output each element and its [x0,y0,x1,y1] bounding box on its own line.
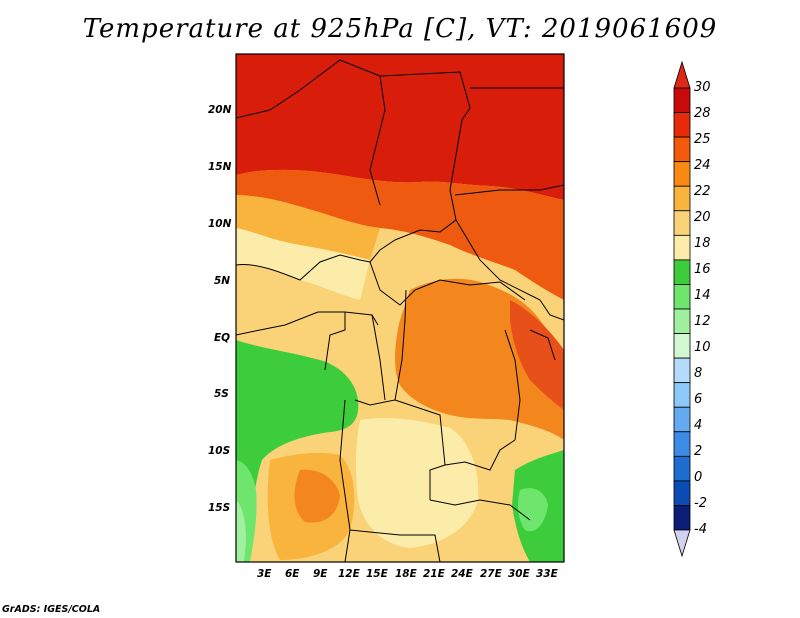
lon-label-9e: 9E [313,568,328,580]
colorbar-box [673,136,691,163]
colorbar-box [673,161,691,187]
map-frame [235,53,565,563]
colorbar-box [673,112,691,138]
colorbar-label: 6 [694,392,703,407]
colorbar-label: 25 [694,132,711,147]
colorbar-label: 4 [694,418,703,433]
colorbar-box [673,185,691,212]
colorbar-label: 8 [694,366,703,381]
lat-label-10s: 10S [208,445,231,457]
colorbar-box [673,406,691,433]
colorbar-label: 0 [694,470,703,485]
colorbar-box [673,431,691,457]
colorbar-label: 12 [694,314,711,329]
lat-label-15s: 15S [208,502,231,514]
colorbar [673,60,691,558]
colorbar-box [673,284,691,310]
colorbar-box [673,259,691,285]
temperature-field [236,54,564,562]
colorbar-label: 28 [694,106,711,121]
lon-label-12e: 12E [338,568,360,580]
colorbar-box [673,87,691,113]
colorbar-bottom-triangle [673,529,691,558]
colorbar-box [673,308,691,334]
colorbar-label: 10 [694,340,711,355]
colorbar-label: -4 [694,522,707,537]
colorbar-box [673,382,691,408]
colorbar-label: 14 [694,288,711,303]
colorbar-box [673,505,691,531]
lon-label-33e: 33E [536,568,558,580]
colorbar-label: 20 [694,210,711,225]
colorbar-box [673,480,691,506]
colorbar-label: -2 [694,496,707,511]
colorbar-box [673,234,691,261]
lat-label-20n: 20N [208,104,232,116]
lat-label-15n: 15N [208,161,232,173]
lat-label-5n: 5N [214,275,231,287]
colorbar-label: 16 [694,262,711,277]
colorbar-label: 18 [694,236,711,251]
lon-label-15e: 15E [366,568,388,580]
colorbar-label: 2 [694,444,703,459]
lat-label-eq: EQ [214,332,231,344]
colorbar-box [673,357,691,384]
colorbar-top-triangle [673,60,691,89]
lon-label-18e: 18E [395,568,417,580]
lat-label-5s: 5S [214,388,229,400]
lon-label-21e: 21E [423,568,445,580]
country-borders [236,59,564,562]
colorbar-box [673,455,691,482]
colorbar-label: 22 [694,184,711,199]
lat-label-10n: 10N [208,218,232,230]
lon-label-27e: 27E [480,568,502,580]
lon-label-24e: 24E [451,568,473,580]
chart-title: Temperature at 925hPa [C], VT: 201906160… [82,14,718,44]
lon-label-3e: 3E [257,568,272,580]
colorbar-label: 24 [694,158,711,173]
lon-label-30e: 30E [508,568,530,580]
colorbar-box [673,210,691,236]
colorbar-box [673,333,691,359]
colorbar-label: 30 [694,80,711,95]
lon-label-6e: 6E [285,568,300,580]
footer-credit: GrADS: IGES/COLA [2,604,101,615]
